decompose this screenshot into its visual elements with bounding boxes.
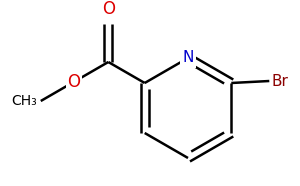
Text: O: O	[102, 0, 115, 18]
Text: CH₃: CH₃	[11, 94, 37, 108]
Text: Br: Br	[271, 73, 288, 89]
Text: N: N	[182, 51, 194, 65]
Text: O: O	[67, 73, 80, 91]
